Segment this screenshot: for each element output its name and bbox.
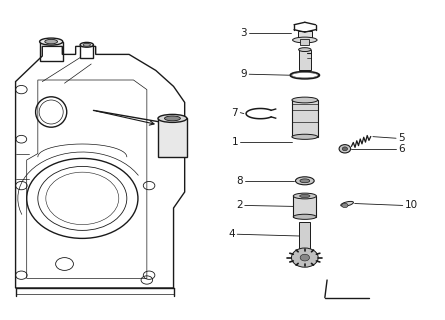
Bar — [80, 45, 93, 58]
Circle shape — [339, 145, 351, 153]
Text: 1: 1 — [231, 137, 238, 148]
Circle shape — [291, 248, 318, 267]
Ellipse shape — [158, 115, 187, 123]
Ellipse shape — [292, 97, 318, 103]
Ellipse shape — [293, 37, 317, 43]
Text: 10: 10 — [405, 200, 418, 211]
Text: 3: 3 — [240, 28, 247, 38]
Ellipse shape — [165, 116, 180, 121]
Ellipse shape — [292, 134, 318, 140]
Circle shape — [342, 147, 348, 151]
Bar — [158, 118, 187, 157]
Ellipse shape — [293, 214, 316, 220]
Bar — [40, 42, 63, 61]
Bar — [292, 100, 318, 137]
Bar — [299, 222, 310, 250]
Circle shape — [300, 254, 310, 261]
Text: 4: 4 — [228, 229, 235, 239]
Bar — [298, 31, 312, 39]
Text: 8: 8 — [236, 176, 243, 186]
Text: 7: 7 — [231, 108, 238, 118]
Text: 2: 2 — [236, 200, 243, 211]
Circle shape — [342, 203, 348, 208]
Ellipse shape — [341, 201, 353, 206]
Text: 9: 9 — [240, 69, 247, 79]
Ellipse shape — [293, 193, 316, 199]
Text: 5: 5 — [398, 133, 405, 143]
Ellipse shape — [299, 48, 311, 52]
Ellipse shape — [45, 39, 57, 44]
Bar — [293, 196, 316, 217]
Ellipse shape — [295, 177, 314, 185]
Bar — [299, 50, 311, 70]
Ellipse shape — [300, 179, 310, 183]
Ellipse shape — [40, 38, 63, 45]
Ellipse shape — [80, 43, 93, 47]
Text: 6: 6 — [398, 144, 405, 154]
Bar — [300, 39, 309, 45]
Ellipse shape — [299, 195, 310, 198]
Ellipse shape — [83, 43, 90, 46]
